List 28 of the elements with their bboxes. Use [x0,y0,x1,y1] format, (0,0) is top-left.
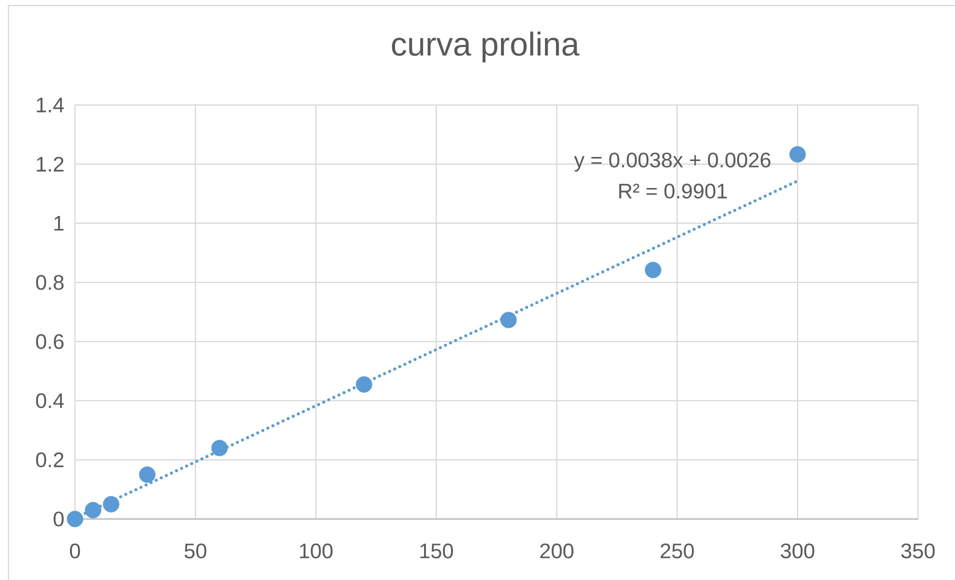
y-tick-label: 1.2 [36,156,64,172]
point [644,262,662,278]
x-tick-label: 50 [184,544,206,558]
point [102,496,120,512]
y-tick-label: 0.4 [36,393,64,408]
annotation: y = 0.0038x + 0.0026 [574,152,770,172]
x-tick-label: 250 [660,544,694,558]
point [500,312,517,328]
point [84,502,102,518]
y-tick-label: 0.8 [36,275,64,290]
y-tick-label: 0 [54,512,64,526]
chart-title: curva prolina [392,32,580,62]
y-tick-label: 0.2 [36,452,64,468]
point [139,466,156,483]
x-tick-label: 300 [780,544,814,558]
y-tick-label: 1.4 [36,98,64,112]
point [66,510,84,528]
x-tick-label: 350 [901,544,935,558]
point [211,440,228,456]
x-tick-label: 150 [420,544,453,558]
y-tick-label: 0.6 [36,334,64,349]
x-tick-label: 0 [70,544,80,558]
point [789,146,806,163]
point [356,376,372,393]
x-tick-label: 200 [540,544,574,558]
y-tick-label: 1 [54,216,64,231]
annotation: R² = 0.9901 [619,184,727,199]
x-tick-label: 100 [300,544,333,558]
